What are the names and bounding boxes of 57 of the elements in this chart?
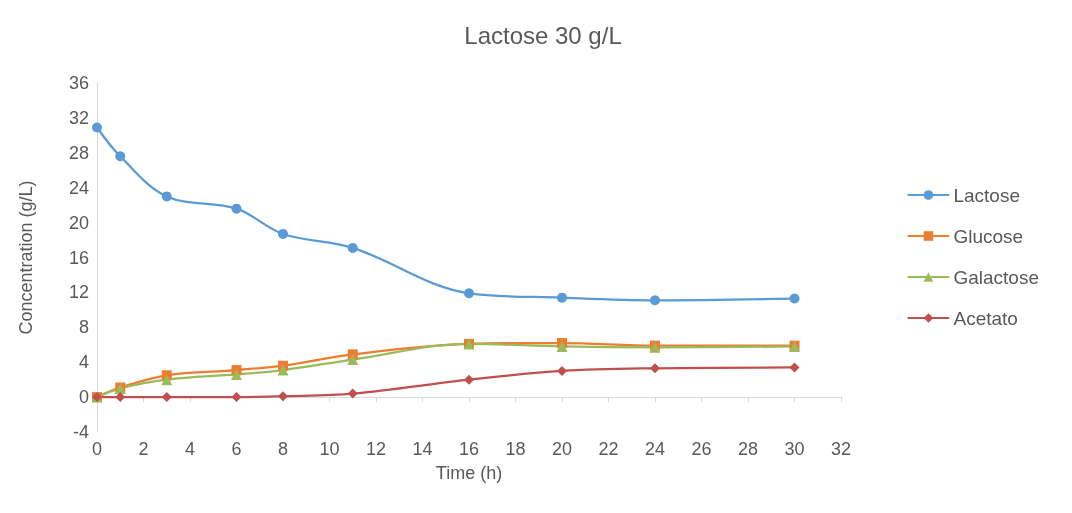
point bbox=[557, 365, 567, 376]
x-tick-label: 14 bbox=[412, 439, 433, 459]
point bbox=[92, 122, 102, 133]
point bbox=[231, 368, 242, 380]
point bbox=[347, 354, 359, 366]
y-tick-label: 8 bbox=[78, 317, 89, 338]
y-tick-label: 24 bbox=[68, 177, 89, 198]
x-tick-label: 32 bbox=[830, 439, 852, 459]
y-tick-label: 36 bbox=[68, 73, 89, 93]
y-tick-label: 12 bbox=[68, 282, 89, 303]
y-tick-label: 32 bbox=[68, 107, 89, 128]
y-axis-title: Concentration (g/L) bbox=[16, 180, 36, 335]
point bbox=[347, 388, 358, 399]
point bbox=[557, 292, 567, 303]
point bbox=[115, 151, 126, 162]
point bbox=[231, 203, 242, 214]
point bbox=[278, 391, 288, 402]
point bbox=[789, 362, 800, 373]
x-tick-label: 18 bbox=[505, 439, 526, 459]
point bbox=[161, 191, 172, 202]
legend-label: Acetato bbox=[953, 307, 1018, 329]
point bbox=[789, 293, 800, 304]
point bbox=[650, 363, 660, 374]
point bbox=[650, 295, 660, 306]
x-tick-label: 8 bbox=[277, 439, 289, 459]
x-tick-label: 0 bbox=[91, 439, 103, 459]
chart-title: Lactose 30 g/L bbox=[464, 21, 622, 49]
y-tick-label: 20 bbox=[68, 212, 89, 233]
point bbox=[464, 288, 474, 299]
point bbox=[347, 349, 358, 360]
x-tick-label: 6 bbox=[231, 439, 242, 459]
legend-label: Glucose bbox=[953, 225, 1024, 247]
point bbox=[277, 364, 289, 376]
x-tick-label: 24 bbox=[644, 439, 666, 459]
x-tick-label: 16 bbox=[458, 439, 480, 459]
x-tick-label: 26 bbox=[691, 439, 712, 459]
legend-label: Galactose bbox=[953, 266, 1039, 288]
point bbox=[161, 374, 173, 386]
x-tick-label: 22 bbox=[598, 439, 619, 459]
point bbox=[231, 392, 242, 403]
point bbox=[347, 242, 358, 253]
x-tick-label: 20 bbox=[551, 439, 573, 459]
y-tick-label: 16 bbox=[68, 247, 89, 268]
y-tick-label: -4 bbox=[72, 422, 89, 442]
y-tick-label: 28 bbox=[68, 142, 89, 163]
legend-label: Lactose bbox=[953, 184, 1020, 206]
x-tick-label: 28 bbox=[737, 439, 759, 459]
x-tick-label: 12 bbox=[365, 439, 387, 459]
y-tick-label: 4 bbox=[78, 352, 89, 373]
x-tick-label: 2 bbox=[138, 439, 149, 459]
point bbox=[278, 228, 288, 239]
x-tick-label: 10 bbox=[319, 439, 340, 459]
x-axis-title: Time (h) bbox=[435, 463, 503, 483]
y-tick-label: 0 bbox=[78, 387, 89, 408]
x-tick-label: 4 bbox=[184, 439, 196, 459]
point bbox=[464, 374, 474, 385]
x-tick-label: 30 bbox=[784, 439, 805, 459]
